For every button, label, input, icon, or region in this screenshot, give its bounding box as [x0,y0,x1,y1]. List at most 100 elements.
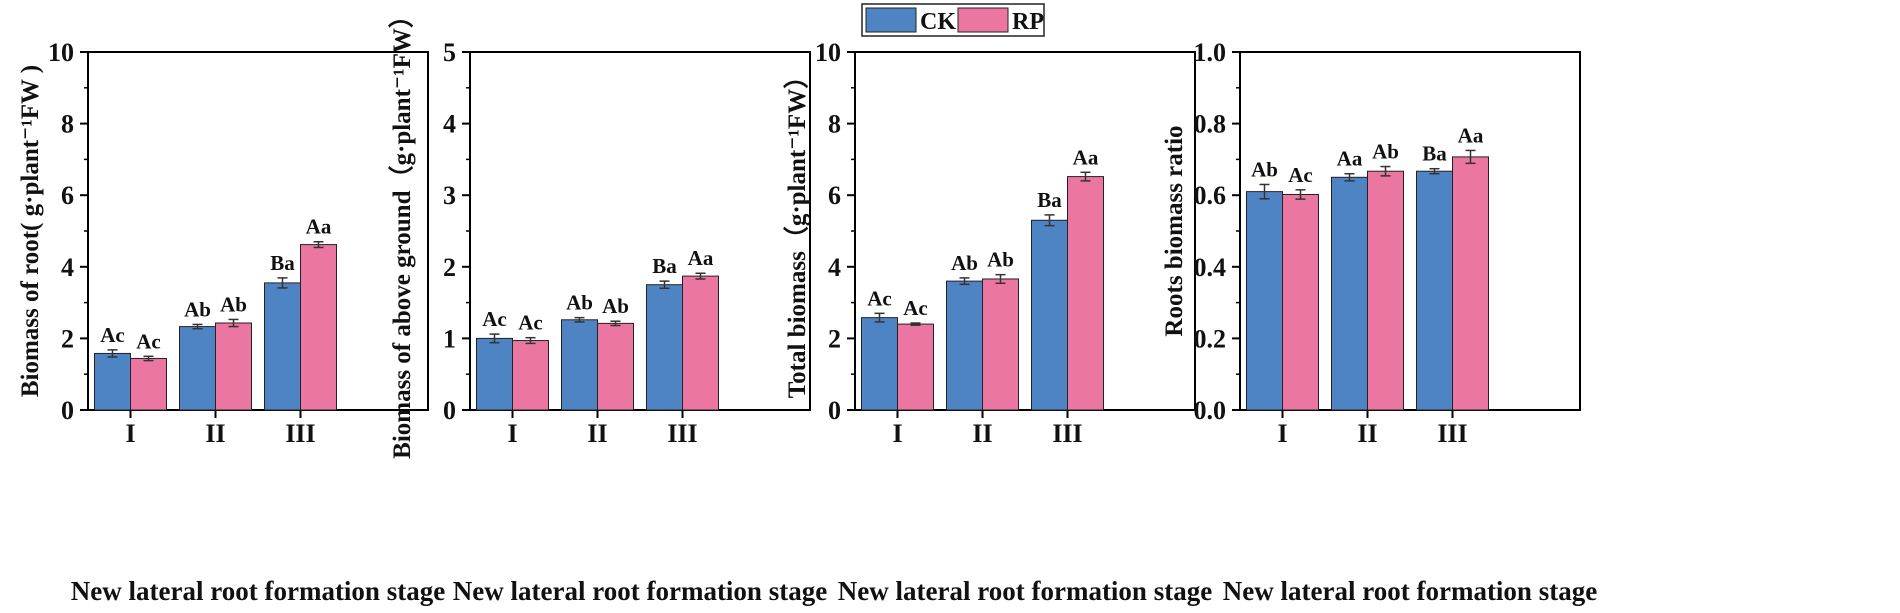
bar-ck [861,317,898,411]
y-axis-label: Total biomass（g·plant⁻¹FW） [782,64,811,398]
y-axis-label: Biomass of root( g·plant⁻¹FW ) [17,65,44,397]
significance-label: Ac [903,296,928,320]
significance-label: Aa [1073,145,1099,169]
y-tick-label: 8 [61,110,74,139]
bar-ck [1031,219,1068,411]
significance-label: Ac [136,329,161,353]
y-tick-label: 0 [828,396,841,425]
bar-ck [1331,176,1368,411]
bar-rp [982,278,1019,411]
bar-rp [215,322,252,411]
x-tick-label: III [1052,419,1082,448]
significance-label: Ba [652,254,677,278]
bar-ck [94,352,131,411]
x-axis-label: New lateral root formation stage [838,576,1212,606]
y-tick-label: 6 [828,181,841,210]
significance-label: Ab [1251,157,1278,181]
x-tick-label: III [667,419,697,448]
bar-ck [946,280,983,411]
bar-rp [1367,170,1404,411]
significance-label: Ab [1372,140,1399,164]
y-tick-label: 0.4 [1194,253,1227,282]
chart-panel-2: 0 1 2 3 4 5 Biomass of above ground（g·plant⁻¹F… [387,3,827,606]
significance-label: Aa [1458,123,1484,147]
y-tick-label: 4 [828,253,841,282]
bar-rp [597,322,634,411]
bar-rp [1452,156,1489,411]
significance-label: Ba [270,251,295,275]
legend-swatch-rp [957,7,1009,33]
significance-label: Ab [184,297,211,321]
x-tick-label: II [1357,419,1377,448]
x-tick-label: I [125,419,135,448]
bar-ck [646,284,683,411]
y-tick-label: 3 [443,181,456,210]
x-tick-label: I [1277,419,1287,448]
plot-frame [87,51,429,411]
significance-label: Ac [100,323,125,347]
x-tick-label: II [972,419,992,448]
bar-rp [1067,176,1104,411]
significance-label: Ac [867,286,892,310]
legend: CK RP [861,3,1045,37]
legend-label-rp: RP [1012,9,1044,35]
significance-label: Ac [482,307,507,331]
significance-label: Ba [1422,142,1447,166]
x-tick-label: I [892,419,902,448]
y-tick-label: 10 [48,38,74,67]
significance-label: Aa [306,215,332,239]
y-tick-label: 0.8 [1194,110,1227,139]
significance-label: Ac [518,311,543,335]
y-tick-label: 10 [815,38,841,67]
significance-label: Ab [602,294,629,318]
y-tick-label: 4 [443,110,456,139]
y-axis-label: Biomass of above ground（g·plant⁻¹FW） [387,3,416,459]
x-tick-label: I [507,419,517,448]
significance-label: Aa [688,246,714,270]
y-tick-label: 8 [828,110,841,139]
bar-rp [1282,193,1319,411]
significance-label: Ab [220,292,247,316]
bar-rp [512,340,549,411]
y-tick-label: 0.2 [1194,324,1227,353]
y-tick-label: 4 [61,253,74,282]
legend-swatch-ck [865,7,917,33]
significance-label: Ab [566,291,593,315]
x-tick-label: II [587,419,607,448]
x-tick-label: III [285,419,315,448]
bar-ck [1246,191,1283,411]
x-tick-label: II [205,419,225,448]
bar-ck [264,282,301,411]
y-tick-label: 2 [443,253,456,282]
significance-label: Ab [987,248,1014,272]
y-tick-label: 6 [61,181,74,210]
bar-rp [300,244,337,411]
x-axis-label: New lateral root formation stage [1223,576,1597,606]
bar-rp [897,323,934,411]
significance-label: Ac [1288,163,1313,187]
y-tick-label: 0 [443,396,456,425]
y-tick-label: 2 [828,324,841,353]
legend-label-ck: CK [920,9,956,35]
significance-label: Ba [1037,188,1062,212]
y-tick-label: 5 [443,38,456,67]
x-axis-label: New lateral root formation stage [453,576,827,606]
bar-ck [476,337,513,411]
bar-rp [682,275,719,411]
y-axis-label: Roots biomass ratio [1161,125,1188,336]
bar-ck [179,326,216,411]
y-tick-label: 0.6 [1194,181,1227,210]
bar-rp [130,357,167,411]
x-axis-label: New lateral root formation stage [71,576,445,606]
y-tick-label: 0.0 [1194,396,1227,425]
bar-ck [561,319,598,411]
significance-label: Ab [951,251,978,275]
y-tick-label: 2 [61,324,74,353]
y-tick-label: 1 [443,324,456,353]
chart-panel-4: 0.0 0.2 0.4 0.6 0.8 1.0 Roots biomass ratio I Ab… [1161,38,1597,606]
y-tick-label: 1.0 [1194,38,1227,67]
x-tick-label: III [1437,419,1467,448]
